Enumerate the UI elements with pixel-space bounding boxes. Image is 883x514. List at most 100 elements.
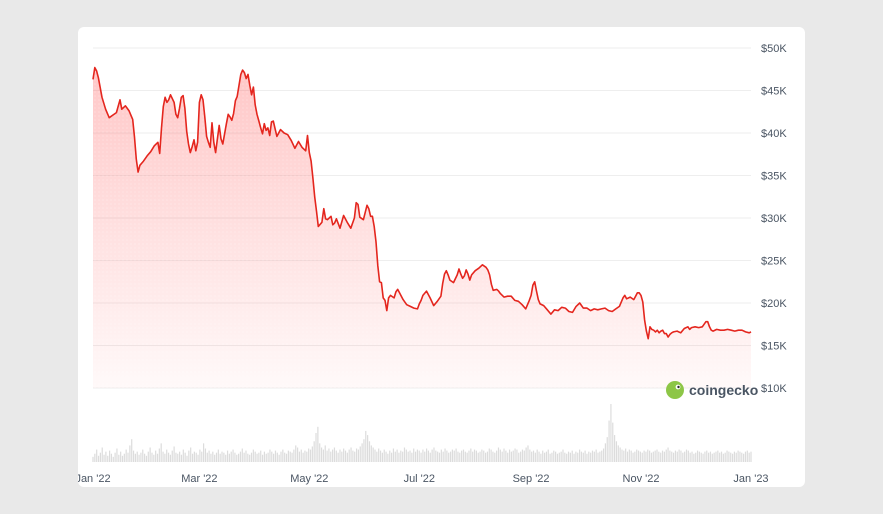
volume-bar bbox=[520, 451, 522, 462]
volume-bar bbox=[488, 448, 490, 462]
volume-bar bbox=[569, 452, 571, 462]
price-area bbox=[93, 67, 751, 388]
volume-bar bbox=[518, 452, 520, 462]
volume-bar bbox=[473, 449, 476, 462]
volume-bar bbox=[437, 451, 439, 462]
volume-bar bbox=[285, 453, 288, 462]
volume-bar bbox=[424, 451, 426, 462]
volume-bar bbox=[228, 453, 230, 462]
volume-bar bbox=[422, 449, 424, 462]
volume-bar bbox=[599, 451, 601, 462]
volume-bar bbox=[215, 452, 218, 462]
volume-bar bbox=[354, 451, 356, 462]
volume-bar bbox=[197, 454, 199, 462]
volume-bar bbox=[341, 451, 343, 462]
volume-bar bbox=[155, 450, 157, 462]
volume-bar bbox=[623, 450, 625, 462]
volume-bar bbox=[490, 449, 492, 462]
volume-bar bbox=[737, 450, 739, 462]
volume-bar bbox=[125, 449, 127, 462]
volume-bar bbox=[525, 447, 527, 462]
volume-bar bbox=[451, 449, 454, 462]
brand-name: coingecko bbox=[689, 382, 758, 398]
volume-bar bbox=[486, 451, 489, 462]
volume-bar bbox=[289, 451, 291, 462]
volume-bar bbox=[403, 447, 406, 462]
volume-bar bbox=[719, 452, 721, 462]
volume-bar bbox=[446, 450, 448, 462]
volume-bar bbox=[708, 452, 710, 462]
volume-bar bbox=[201, 451, 203, 462]
volume-bar bbox=[625, 448, 627, 462]
volume-bar bbox=[392, 448, 395, 462]
volume-bar bbox=[177, 453, 179, 462]
volume-bar bbox=[591, 450, 594, 462]
volume-bar bbox=[621, 449, 623, 462]
volume-bar bbox=[333, 447, 336, 462]
volume-bar bbox=[238, 453, 240, 462]
volume-bar bbox=[459, 452, 461, 462]
chart-card: $10K $15K $20K $25K $30K $35K $40K $45K $50K Jan… bbox=[78, 27, 805, 487]
volume-bar bbox=[602, 448, 605, 462]
volume-bar bbox=[206, 452, 208, 462]
volume-bar bbox=[652, 451, 654, 462]
volume-bar bbox=[573, 453, 575, 462]
volume-bar bbox=[407, 451, 409, 462]
volume-bar bbox=[523, 450, 525, 462]
volume-bar bbox=[260, 450, 262, 462]
volume-bar bbox=[311, 446, 313, 462]
volume-bar bbox=[278, 454, 280, 462]
volume-bar bbox=[461, 450, 463, 462]
volume-bar bbox=[145, 455, 148, 462]
volume-bar bbox=[92, 456, 94, 462]
volume-bar bbox=[678, 449, 680, 462]
volume-bar bbox=[156, 453, 159, 462]
volume-bar bbox=[136, 451, 138, 462]
volume-bar bbox=[256, 453, 258, 462]
volume-bar bbox=[402, 451, 404, 462]
volume-bar bbox=[149, 447, 151, 462]
volume-bar bbox=[750, 451, 752, 462]
volume-bar bbox=[416, 449, 418, 462]
x-tick-label: Sep '22 bbox=[513, 473, 550, 485]
volume-bar bbox=[665, 449, 667, 462]
volume-bar bbox=[534, 452, 536, 462]
volume-bar bbox=[636, 449, 638, 462]
volume-bar bbox=[601, 450, 603, 462]
area-dot-texture bbox=[93, 67, 751, 388]
volume-bar bbox=[558, 452, 560, 462]
volume-bar bbox=[326, 450, 328, 462]
volume-bar bbox=[306, 451, 308, 462]
volume-bar bbox=[195, 452, 197, 462]
volume-bar bbox=[132, 450, 135, 462]
volume-bar bbox=[649, 450, 651, 462]
volume-bar bbox=[695, 452, 697, 462]
volume-bar bbox=[258, 452, 260, 462]
volume-bar bbox=[300, 449, 302, 462]
volume-bar bbox=[140, 452, 142, 462]
volume-bar bbox=[597, 452, 599, 462]
volume-bar bbox=[427, 450, 430, 462]
volume-bar bbox=[464, 451, 466, 462]
volume-bar bbox=[287, 450, 289, 462]
volume-bar bbox=[687, 450, 689, 462]
volume-bar bbox=[442, 451, 444, 462]
volume-bar bbox=[444, 448, 446, 462]
y-tick-label: $15K bbox=[761, 341, 787, 353]
volume-bar bbox=[671, 451, 673, 462]
volume-bar bbox=[449, 451, 452, 462]
volume-bar bbox=[414, 451, 417, 462]
y-tick-label: $10K bbox=[761, 383, 787, 395]
volume-bar bbox=[521, 449, 524, 462]
volume-bar bbox=[365, 430, 367, 462]
volume-bar bbox=[715, 451, 717, 462]
volume-bar bbox=[531, 451, 533, 462]
volume-bar bbox=[741, 452, 743, 462]
volume-bar bbox=[230, 451, 232, 462]
volume-bar bbox=[352, 450, 354, 462]
volume-bar bbox=[378, 448, 380, 462]
volume-bar bbox=[555, 451, 557, 462]
volume-bar bbox=[94, 453, 96, 462]
volume-bar bbox=[293, 449, 295, 462]
volume-bar bbox=[584, 450, 586, 462]
